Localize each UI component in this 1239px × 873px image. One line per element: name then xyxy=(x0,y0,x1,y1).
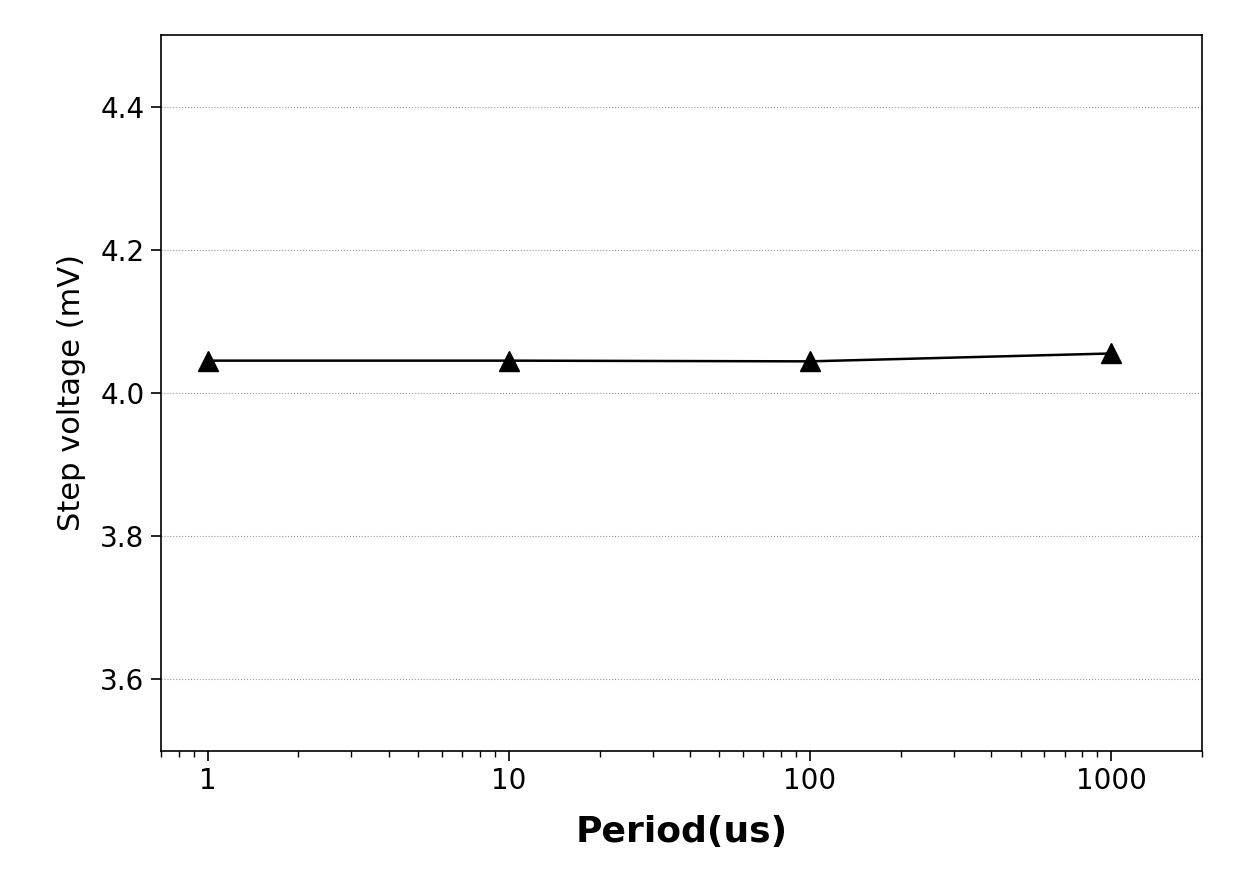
X-axis label: Period(us): Period(us) xyxy=(575,815,788,849)
Y-axis label: Step voltage (mV): Step voltage (mV) xyxy=(57,254,87,532)
